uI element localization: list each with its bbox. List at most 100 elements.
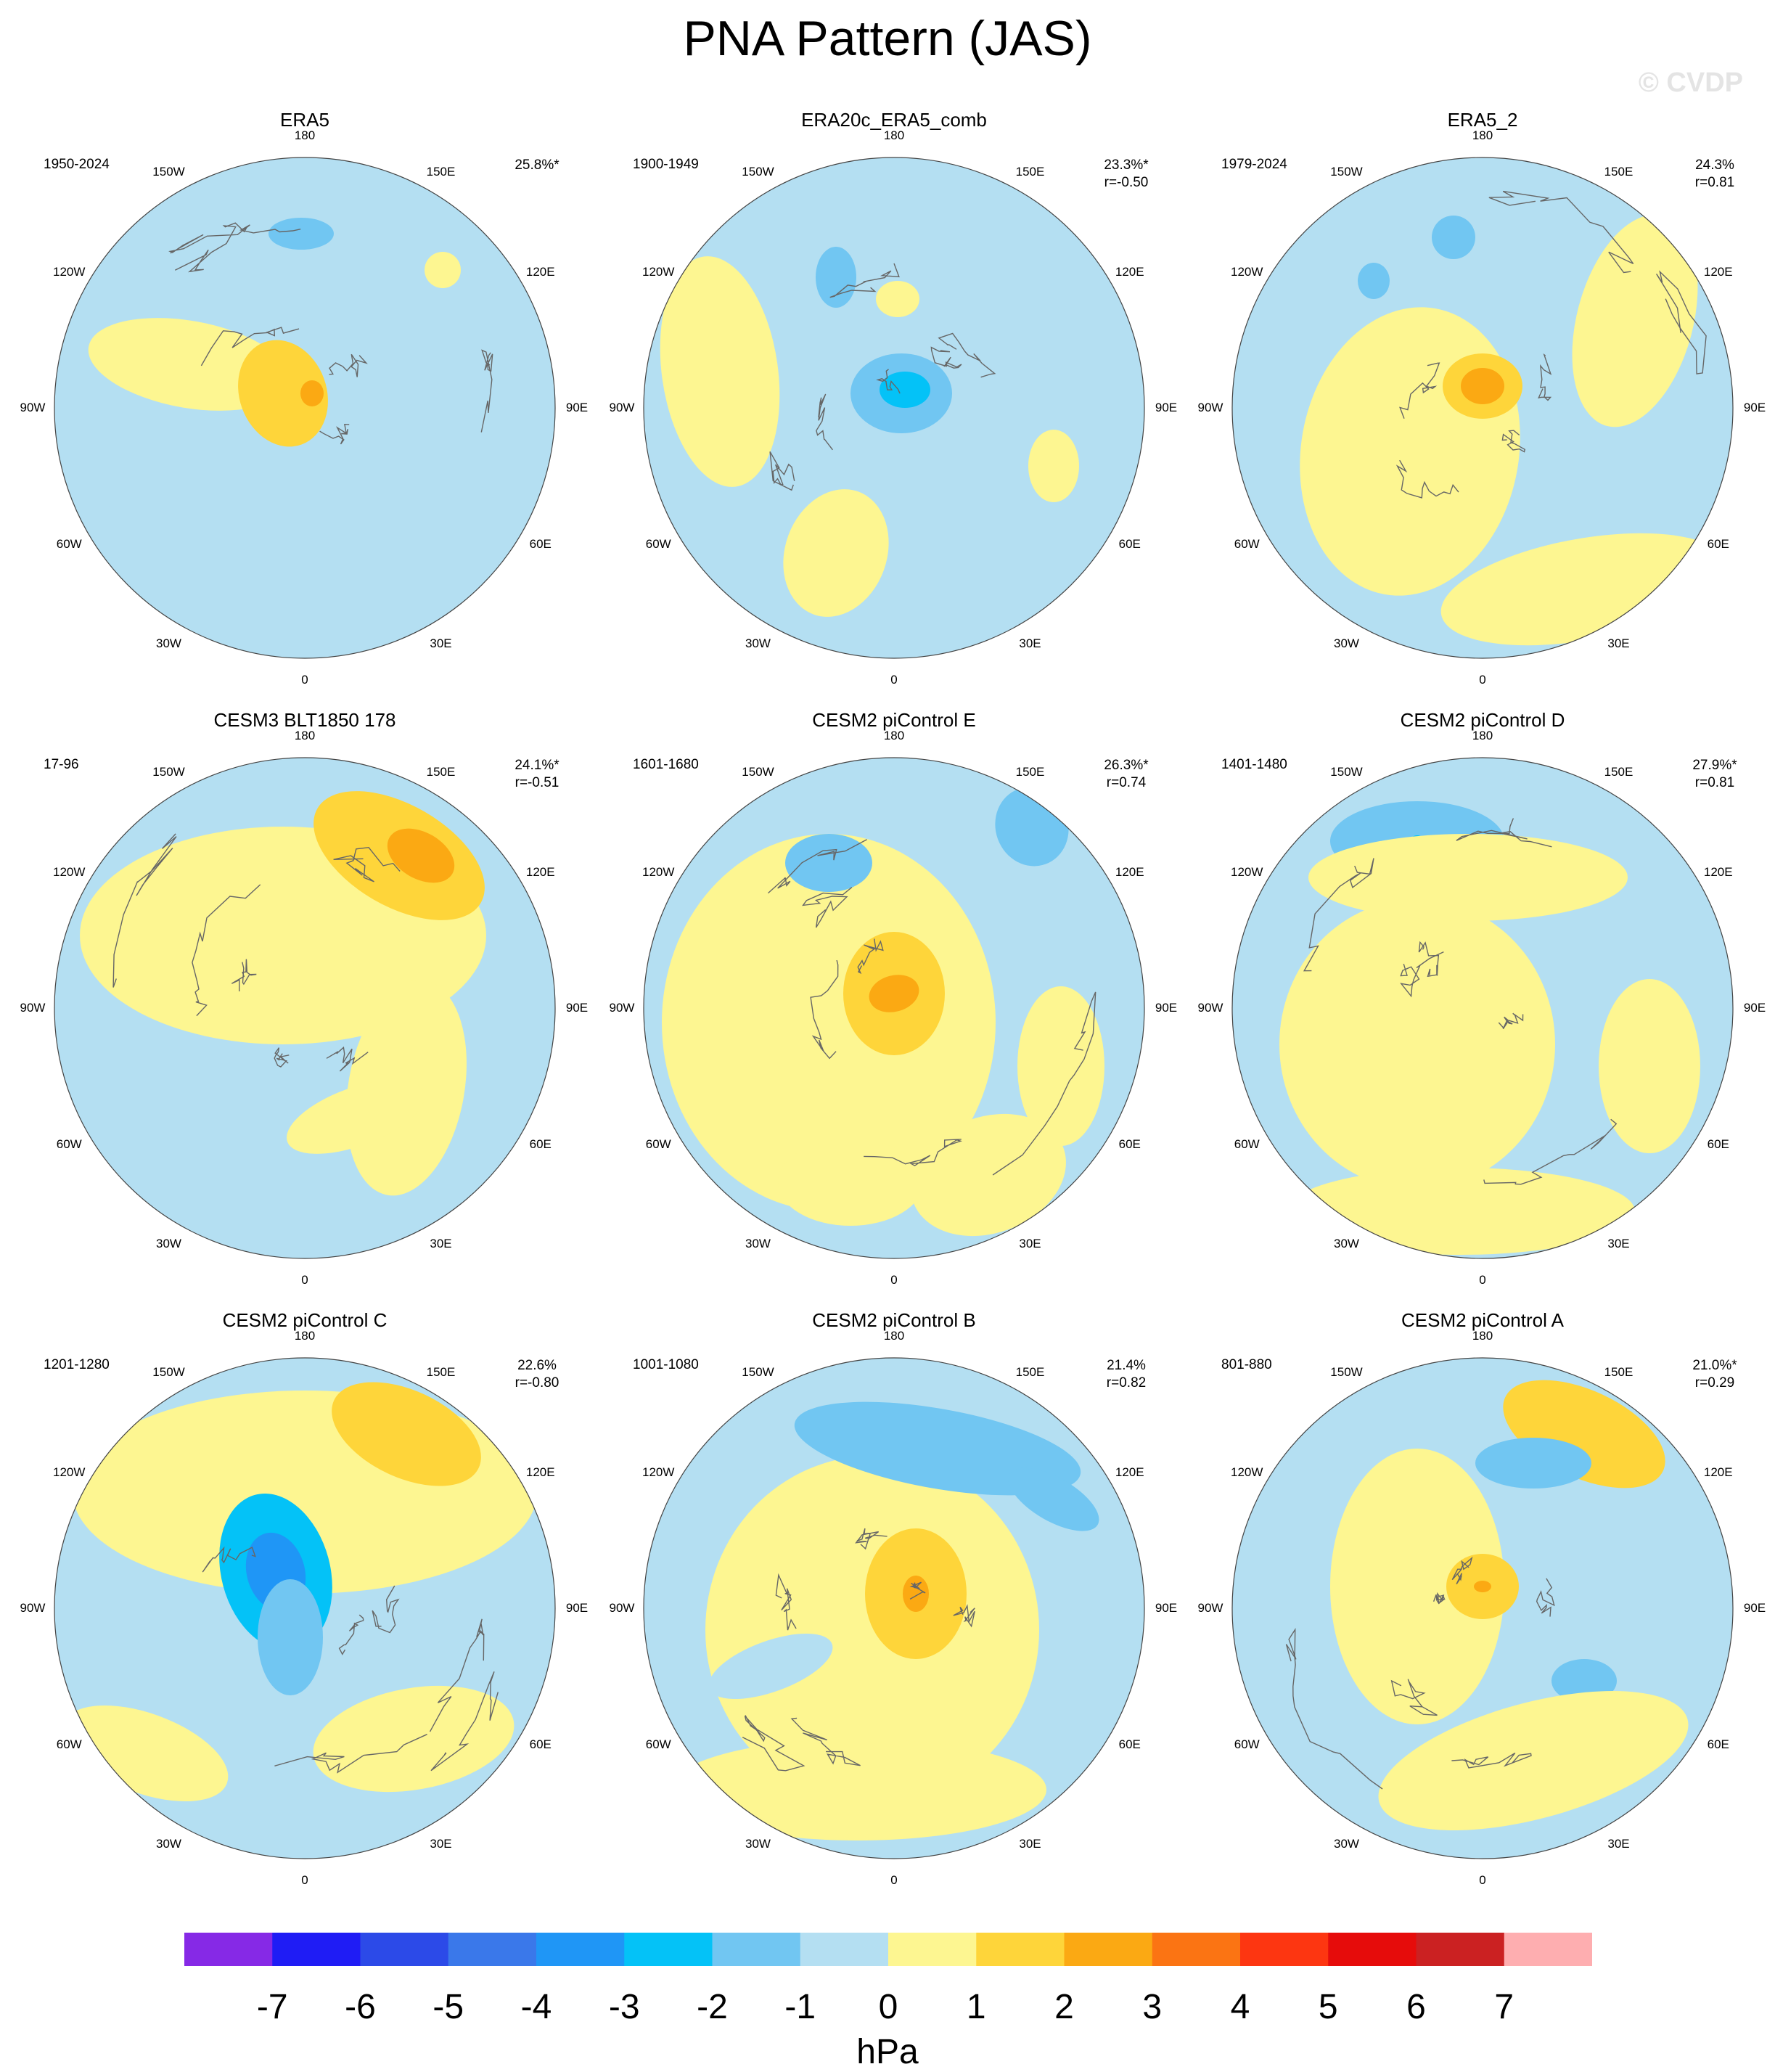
- longitude-label: 90E: [1155, 401, 1178, 414]
- longitude-label: 60E: [529, 536, 552, 551]
- longitude-label: 90W: [1197, 1601, 1223, 1615]
- explained-variance: 21.4%: [1107, 1358, 1146, 1373]
- longitude-label: 60E: [1707, 1137, 1729, 1151]
- longitude-label: 60W: [645, 536, 671, 551]
- longitude-label: 60W: [56, 1737, 82, 1751]
- longitude-label: 150E: [426, 165, 456, 179]
- map-panel: ERA20c_ERA5_comb 1900-1949 23.3%* r=-0.50 18…: [604, 109, 1184, 704]
- longitude-label: 60W: [1234, 1137, 1260, 1151]
- panel-title: CESM3 BLT1850 178: [213, 709, 396, 731]
- coastlines: [202, 1546, 499, 1774]
- colorbar-tick-label: 7: [1494, 1988, 1514, 2026]
- coastlines: [768, 839, 1096, 1176]
- map-panel: ERA5_2 1979-2024 24.3% r=0.81 180 150E 120E 90E…: [1192, 109, 1773, 704]
- longitude-label: 90W: [20, 1001, 46, 1015]
- panel-title: CESM2 piControl B: [812, 1309, 976, 1331]
- longitude-label: 0: [890, 673, 898, 687]
- longitude-label: 90E: [565, 401, 589, 414]
- longitude-label: 60W: [1234, 1737, 1260, 1751]
- panel-period: 17-96: [44, 757, 79, 772]
- longitude-label: 150W: [1330, 1365, 1363, 1380]
- longitude-label: 30E: [1607, 636, 1630, 650]
- longitude-label: 0: [301, 1273, 308, 1287]
- longitude-label: 120E: [525, 1465, 555, 1479]
- map-panel: CESM2 piControl D 1401-1480 27.9%* r=0.81 18…: [1192, 709, 1773, 1304]
- longitude-label: 150W: [1330, 765, 1363, 779]
- longitude-label: 120E: [1703, 1465, 1733, 1479]
- longitude-label: 120E: [1703, 864, 1733, 879]
- pattern-correlation: r=0.74: [1106, 775, 1147, 790]
- longitude-label: 120E: [1115, 264, 1144, 279]
- longitude-label: 180: [294, 128, 316, 142]
- longitude-label: 90W: [609, 401, 635, 414]
- longitude-label: 150W: [152, 765, 185, 779]
- contour-region: [1330, 1449, 1504, 1724]
- contour-region: [1308, 834, 1628, 921]
- longitude-label: 120E: [1703, 264, 1733, 279]
- longitude-label: 0: [301, 1873, 308, 1887]
- colorbar-tick-label: -5: [433, 1988, 464, 2026]
- panel-period: 1001-1080: [633, 1357, 699, 1372]
- colorbar-tick-label: 2: [1054, 1988, 1074, 2026]
- coastlines: [1285, 1556, 1555, 1790]
- longitude-label: 30W: [745, 636, 771, 650]
- pattern-correlation: r=-0.51: [515, 775, 559, 790]
- contour-region: [238, 340, 328, 447]
- contour-region: [1461, 368, 1504, 404]
- panel-period: 1601-1680: [633, 757, 699, 772]
- polar-map: [54, 1357, 556, 1859]
- polar-map: [643, 1357, 1145, 1859]
- panel-title: CESM2 piControl E: [812, 709, 976, 731]
- contour-region: [54, 505, 244, 594]
- coastlines: [112, 833, 401, 1072]
- longitude-label: 180: [1472, 1329, 1493, 1343]
- colorbar-swatch: [1416, 1933, 1505, 1966]
- panel-title: ERA20c_ERA5_comb: [801, 109, 987, 131]
- contour-region: [662, 834, 996, 1211]
- longitude-label: 0: [301, 673, 308, 687]
- longitude-label: 60W: [1234, 536, 1260, 551]
- longitude-label: 120W: [642, 864, 675, 879]
- longitude-label: 150W: [1330, 165, 1363, 179]
- contour-region: [1378, 1691, 1689, 1830]
- longitude-label: 150W: [742, 1365, 774, 1380]
- contour-region: [268, 218, 334, 250]
- explained-variance: 22.6%: [517, 1358, 557, 1373]
- longitude-label: 60E: [1118, 1737, 1141, 1751]
- longitude-label: 120W: [1231, 1465, 1263, 1479]
- colorbar-tick-label: 3: [1142, 1988, 1163, 2026]
- pattern-correlation: r=0.29: [1694, 1375, 1735, 1391]
- colorbar-tick-label: -6: [345, 1988, 376, 2026]
- contour-region: [660, 256, 780, 487]
- longitude-label: 90W: [609, 1601, 635, 1615]
- contour-region: [1475, 1438, 1591, 1489]
- longitude-label: 30W: [1334, 636, 1359, 650]
- longitude-label: 120W: [53, 1465, 86, 1479]
- contour-region: [1474, 1581, 1491, 1592]
- colorbar-tick-label: 6: [1406, 1988, 1426, 2026]
- pattern-correlation: r=-0.80: [515, 1375, 559, 1391]
- colorbar-swatch: [448, 1933, 537, 1966]
- colorbar-swatch: [360, 1933, 449, 1966]
- colorbar-swatch: [272, 1933, 361, 1966]
- contour-region: [705, 1456, 1039, 1804]
- map-border: [1231, 1357, 1734, 1859]
- colorbar-swatch: [800, 1933, 889, 1966]
- longitude-label: 60E: [1707, 1737, 1729, 1751]
- map-border: [643, 157, 1145, 659]
- polar-map: [643, 757, 1145, 1259]
- map-panel: CESM2 piControl A 801-880 21.0%* r=0.29 180 1…: [1192, 1309, 1773, 1904]
- longitude-label: 120W: [53, 264, 86, 279]
- longitude-label: 120W: [642, 1465, 675, 1479]
- contour-region: [313, 1685, 515, 1793]
- colorbar-swatch: [976, 1933, 1065, 1966]
- contour-region: [377, 361, 436, 477]
- longitude-label: 150W: [152, 165, 185, 179]
- panel-title: ERA5: [280, 109, 329, 131]
- longitude-label: 30E: [430, 636, 452, 650]
- contour-region: [903, 1576, 929, 1612]
- contour-region: [258, 1579, 323, 1695]
- pattern-correlation: r=0.81: [1694, 775, 1735, 790]
- panel-stats: 21.4% r=0.82: [1083, 1357, 1170, 1392]
- longitude-label: 150E: [1604, 165, 1633, 179]
